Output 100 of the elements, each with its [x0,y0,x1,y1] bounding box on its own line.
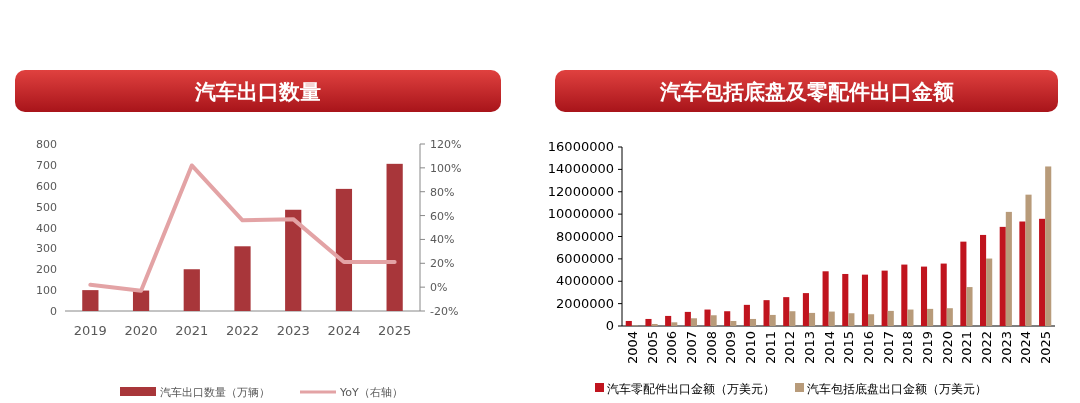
bar [645,318,652,326]
bar [1045,166,1052,326]
bar [907,309,914,326]
bar [940,263,947,326]
bar [769,314,776,326]
x-tick-label: 2025 [1038,331,1054,365]
y-tick-label: 500 [36,200,57,214]
bar [868,314,875,326]
bar [783,297,790,326]
bar [386,163,403,311]
x-tick-label: 2019 [73,323,107,338]
y2-tick-label: 60% [430,209,455,223]
x-tick-label: 2020 [124,323,158,338]
x-tick-label: 2010 [742,331,758,365]
y-tick-label: 4000000 [556,273,614,289]
y-tick-label: 200 [36,263,57,277]
bar [285,209,302,311]
bar [999,226,1006,326]
y-tick-label: 12000000 [547,183,614,199]
y2-tick-label: -20% [430,305,459,318]
x-tick-label: 2025 [378,323,412,338]
y-tick-label: 14000000 [547,161,614,177]
chart-title: 汽车包括底盘及零配件出口金额 [658,80,955,104]
bar [980,234,987,326]
bar [684,311,691,326]
x-tick-label: 2024 [327,323,361,338]
x-tick-label: 2009 [723,331,739,365]
x-tick-label: 2017 [880,331,896,365]
x-tick-label: 2022 [225,323,260,338]
bar [651,323,658,326]
x-tick-label: 2005 [644,331,660,365]
y2-tick-label: 100% [430,161,462,175]
bar [730,320,737,326]
x-tick-label: 2022 [979,331,995,365]
bar [822,271,829,326]
x-tick-label: 2023 [998,331,1014,365]
bar [710,315,717,326]
y-tick-label: 100 [36,284,57,298]
bar [625,320,632,326]
bar [881,270,888,326]
bar [861,274,869,326]
legend-label: 汽车出口数量（万辆） [160,386,270,399]
y-tick-label: 600 [36,179,57,193]
legend-label: 汽车零配件出口金额（万美元） [607,382,775,396]
chart-title: 汽车出口数量 [194,80,321,104]
y2-tick-label: 0% [430,281,448,295]
x-tick-label: 2015 [841,331,857,365]
bar [743,304,750,326]
y-tick-label: 16000000 [547,139,614,154]
x-tick-label: 2007 [683,331,699,365]
x-tick-label: 2004 [624,331,640,365]
bar [1025,194,1032,326]
y-tick-label: 0 [605,318,614,333]
bar [927,308,934,326]
line-series [88,163,397,293]
bar [842,273,849,326]
legend-label: 汽车包括底盘出口金额（万美元） [807,382,987,396]
bar [724,311,731,326]
bar [960,241,967,326]
bar [986,258,993,326]
bar [665,315,672,326]
x-tick-label: 2023 [276,323,310,338]
bar [1005,211,1012,326]
bar [848,313,855,326]
x-tick-label: 2019 [920,331,936,365]
bar [828,311,835,326]
bar [1019,221,1026,326]
bar [671,322,678,326]
x-tick-label: 2011 [762,331,778,365]
x-tick-label: 2008 [703,331,719,365]
y2-tick-label: 120% [430,138,462,151]
y2-tick-label: 40% [430,233,455,247]
y2-tick-label: 80% [430,185,455,199]
x-tick-label: 2013 [801,331,817,365]
x-tick-label: 2021 [959,331,975,365]
bar [789,311,796,326]
bar [335,188,353,311]
bar [966,287,973,326]
bar [749,318,757,326]
y-tick-label: 400 [36,221,57,235]
y-tick-label: 800 [36,138,57,151]
legend-label: YoY（右轴） [339,386,403,399]
y-tick-label: 6000000 [556,250,614,266]
bar [763,300,770,326]
x-tick-label: 2012 [782,331,798,365]
bar [901,264,908,326]
bar [690,318,697,326]
bar [802,293,809,326]
bar [183,269,200,311]
bar [234,246,251,311]
bar [704,309,711,326]
bar [946,308,953,326]
y-tick-label: 700 [36,158,57,172]
x-tick-label: 2018 [900,331,916,365]
bar [920,266,928,326]
x-tick-label: 2020 [939,331,955,365]
x-tick-label: 2021 [175,323,209,338]
bar [132,290,150,311]
bar [808,312,816,326]
y-tick-label: 0 [50,305,57,318]
